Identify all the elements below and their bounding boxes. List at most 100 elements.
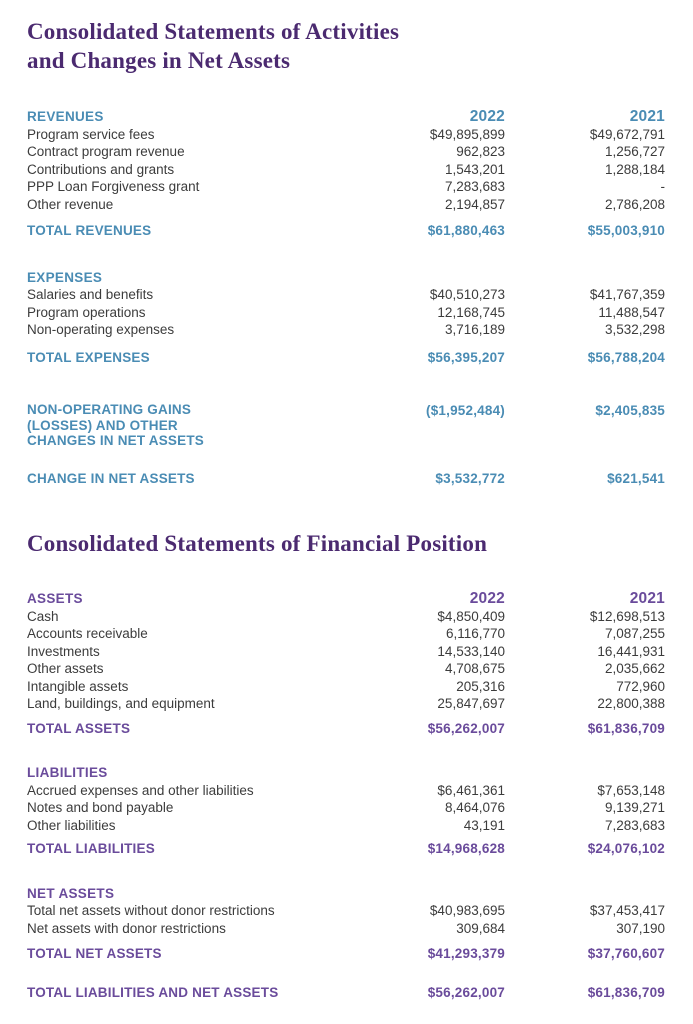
financial-position-year-2021: 2021	[629, 590, 665, 607]
value-2022: 43,191	[463, 817, 505, 833]
row-label: Other liabilities	[27, 817, 116, 833]
value-2022: 1,543,201	[444, 161, 505, 177]
value-2021: 7,283,683	[604, 817, 665, 833]
value-2022: 4,708,675	[444, 661, 505, 676]
value-2021: $7,653,148	[597, 782, 665, 798]
total-2021: $61,836,709	[587, 720, 665, 736]
value-2022: $4,850,409	[437, 608, 505, 624]
value-2021: $12,698,513	[589, 608, 665, 624]
non-operating-2021: $2,405,835	[595, 403, 665, 418]
value-2022: 6,116,770	[445, 626, 505, 641]
total-label: TOTAL ASSETS	[27, 720, 131, 736]
table-row: Total net assets without donor restricti…	[27, 902, 665, 920]
value-2021: 1,256,727	[604, 144, 665, 159]
row-label: Investments	[27, 643, 100, 659]
value-2022: 309,684	[456, 920, 505, 936]
row-label: Net assets with donor restrictions	[27, 920, 226, 936]
value-2021: 7,087,255	[604, 626, 665, 641]
total-2021: $55,003,910	[587, 223, 665, 238]
total-2021: $24,076,102	[587, 841, 665, 856]
value-2021: 307,190	[616, 920, 665, 936]
expenses-section-header: EXPENSES	[27, 269, 103, 285]
total-2022: $41,293,379	[427, 946, 505, 961]
table-row: PPP Loan Forgiveness grant 7,283,683 -	[27, 178, 665, 196]
value-2021: $37,453,417	[589, 903, 665, 918]
value-2021: 22,800,388	[597, 696, 665, 711]
change-2021: $621,541	[607, 470, 665, 486]
value-2021: -	[660, 179, 666, 194]
spacer-cell	[355, 764, 505, 782]
value-2022: $40,510,273	[429, 287, 505, 302]
row-label: Land, buildings, and equipment	[27, 696, 215, 711]
grand-total-2021: $61,836,709	[587, 984, 665, 1000]
row-label: PPP Loan Forgiveness grant	[27, 179, 200, 194]
table-row: Intangible assets 205,316 772,960	[27, 678, 665, 696]
grand-total-label: TOTAL LIABILITIES AND NET ASSETS	[27, 984, 279, 1000]
spacer-cell	[505, 269, 665, 287]
row-label: Accounts receivable	[27, 626, 148, 641]
table-row: Accrued expenses and other liabilities $…	[27, 782, 665, 800]
activities-title: Consolidated Statements of Activities an…	[27, 17, 665, 75]
financial-statement-page: Consolidated Statements of Activities an…	[27, 17, 665, 1002]
non-operating-2022: ($1,952,484)	[426, 403, 505, 418]
value-2022: 8,464,076	[444, 800, 505, 815]
value-2021: 2,035,662	[604, 661, 665, 676]
spacer-cell	[355, 885, 505, 903]
row-label: Program service fees	[27, 126, 155, 142]
total-liabilities-and-net-assets-row: TOTAL LIABILITIES AND NET ASSETS $56,262…	[27, 984, 665, 1002]
row-label: Salaries and benefits	[27, 287, 154, 302]
table-row: Salaries and benefits $40,510,273 $41,76…	[27, 286, 665, 304]
total-2022: $56,395,207	[427, 349, 505, 365]
value-2022: 205,316	[456, 678, 505, 694]
net-assets-header-row: NET ASSETS	[27, 885, 665, 903]
table-row: Non-operating expenses 3,716,189 3,532,2…	[27, 321, 665, 339]
value-2022: $40,983,695	[429, 903, 505, 918]
value-2021: $41,767,359	[589, 287, 665, 302]
value-2022: 962,823	[456, 144, 505, 159]
row-label: Cash	[27, 608, 59, 624]
total-revenues-row: TOTAL REVENUES $61,880,463 $55,003,910	[27, 222, 665, 240]
row-label: Notes and bond payable	[27, 800, 174, 815]
value-2022: 14,533,140	[437, 643, 505, 659]
value-2021: 16,441,931	[597, 643, 665, 659]
total-2021: $56,788,204	[587, 349, 665, 365]
row-label: Intangible assets	[27, 678, 129, 694]
value-2021: 9,139,271	[604, 800, 665, 815]
table-row: Other revenue 2,194,857 2,786,208	[27, 196, 665, 214]
total-2022: $14,968,628	[427, 841, 505, 856]
table-row: Program service fees $49,895,899 $49,672…	[27, 126, 665, 144]
table-row: Accounts receivable 6,116,770 7,087,255	[27, 625, 665, 643]
row-label: Contributions and grants	[27, 161, 175, 177]
value-2022: 3,716,189	[444, 322, 505, 337]
table-row: Other liabilities 43,191 7,283,683	[27, 817, 665, 835]
row-label: Program operations	[27, 304, 146, 320]
total-label: TOTAL EXPENSES	[27, 349, 150, 365]
non-operating-gains-row: NON-OPERATING GAINS (LOSSES) AND OTHER C…	[27, 402, 665, 449]
revenues-section-header: REVENUES	[27, 109, 104, 124]
table-row: Contract program revenue 962,823 1,256,7…	[27, 143, 665, 161]
financial-position-column-header-row: ASSETS 2022 2021	[27, 590, 665, 608]
table-row: Other assets 4,708,675 2,035,662	[27, 660, 665, 678]
activities-year-2021: 2021	[629, 108, 665, 125]
activities-title-line2: and Changes in Net Assets	[27, 48, 291, 73]
value-2021: $49,672,791	[589, 126, 665, 142]
value-2022: 2,194,857	[444, 196, 505, 212]
row-label: Contract program revenue	[27, 144, 185, 159]
value-2022: 7,283,683	[444, 179, 505, 194]
table-row: Net assets with donor restrictions 309,6…	[27, 920, 665, 938]
row-label: Accrued expenses and other liabilities	[27, 782, 254, 798]
assets-section-header: ASSETS	[27, 591, 83, 606]
table-row: Contributions and grants 1,543,201 1,288…	[27, 161, 665, 179]
value-2021: 1,288,184	[604, 161, 665, 177]
total-expenses-row: TOTAL EXPENSES $56,395,207 $56,788,204	[27, 349, 665, 367]
table-row: Notes and bond payable 8,464,076 9,139,2…	[27, 799, 665, 817]
table-row: Program operations 12,168,745 11,488,547	[27, 304, 665, 322]
grand-total-2022: $56,262,007	[427, 984, 505, 1000]
total-assets-row: TOTAL ASSETS $56,262,007 $61,836,709	[27, 720, 665, 738]
financial-position-title: Consolidated Statements of Financial Pos…	[27, 529, 665, 558]
change-2022: $3,532,772	[435, 470, 505, 486]
total-net-assets-row: TOTAL NET ASSETS $41,293,379 $37,760,607	[27, 945, 665, 963]
row-label: Non-operating expenses	[27, 322, 175, 337]
table-row: Land, buildings, and equipment 25,847,69…	[27, 695, 665, 713]
financial-position-year-2022: 2022	[469, 590, 505, 607]
